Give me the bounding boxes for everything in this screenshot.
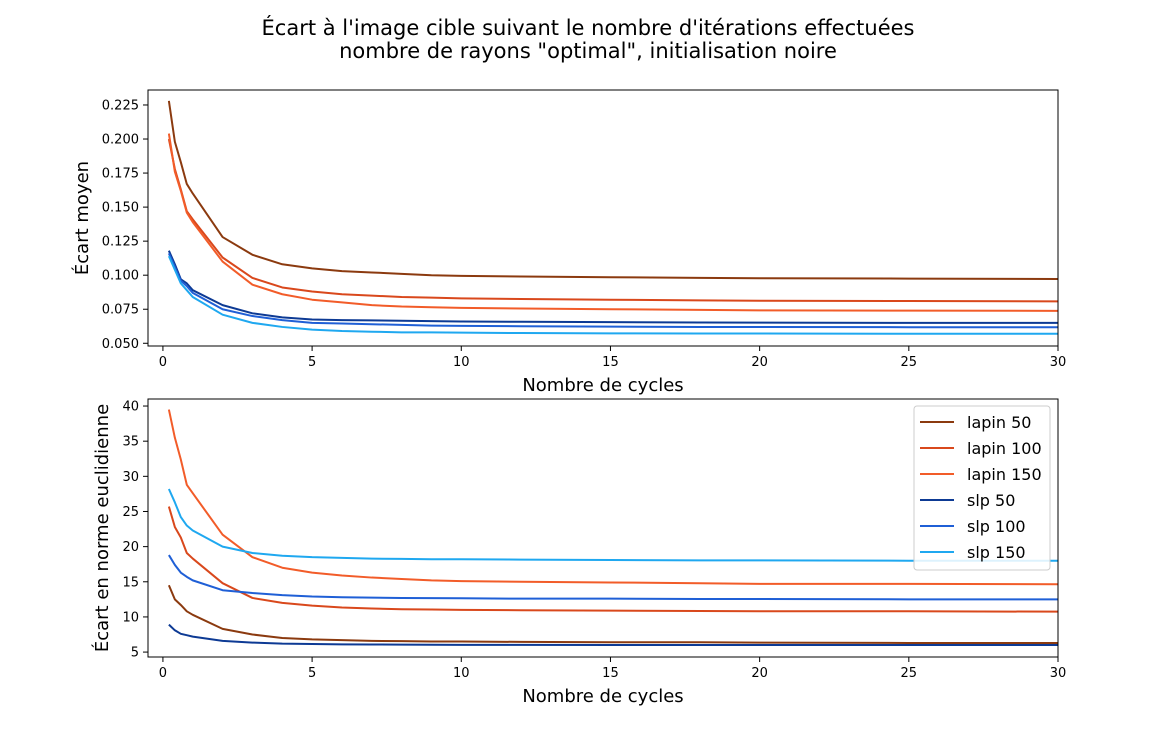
x-tick-label: 30 — [1050, 666, 1067, 681]
top-plot-average-deviation: 0 5 10 15 20 25 30 0.050 0.075 0.100 0.125 0.150 0.1… — [71, 89, 1067, 396]
legend-entry-label: slp 100 — [967, 517, 1026, 536]
series-line-slp-50 — [168, 623, 1058, 647]
y-tick-label: 20 — [122, 540, 139, 555]
x-axis-label: Nombre de cycles — [522, 375, 683, 396]
series-line-slp-50 — [167, 250, 1058, 324]
axes-frame — [147, 89, 1059, 347]
x-tick-label: 25 — [901, 666, 918, 681]
y-tick-label: 0.125 — [102, 235, 139, 250]
series-line-slp-100 — [168, 554, 1058, 601]
y-tick-label: 25 — [122, 505, 139, 520]
legend-entry-label: lapin 50 — [967, 413, 1031, 432]
x-tick-label: 20 — [751, 355, 768, 370]
series-line-lapin-100 — [167, 506, 1059, 613]
x-tick-label: 30 — [1050, 355, 1067, 370]
series-line-lapin-50 — [167, 100, 1059, 280]
x-axis-label: Nombre de cycles — [522, 686, 683, 707]
x-tick-label: 0 — [159, 355, 167, 370]
y-tick-label: 0.075 — [102, 303, 139, 318]
series-line-slp-150 — [167, 255, 1058, 335]
y-tick-label: 0.200 — [102, 133, 139, 148]
series-line-lapin-150 — [167, 133, 1059, 312]
x-tick-label: 5 — [308, 666, 316, 681]
legend-entry-label: slp 150 — [967, 543, 1026, 562]
y-tick-label: 0.175 — [102, 167, 139, 182]
bottom-plot-euclidean-deviation: 0 5 10 15 20 25 30 5 10 15 20 25 30 35 40 Nombre de cyc… — [91, 398, 1067, 707]
legend-entry-label: lapin 100 — [967, 439, 1042, 458]
x-tick-label: 25 — [901, 355, 918, 370]
series-line-slp-100 — [167, 252, 1058, 329]
x-tick-label: 15 — [602, 355, 619, 370]
y-tick-label: 5 — [131, 646, 139, 661]
y-tick-label: 30 — [122, 470, 139, 485]
x-tick-label: 10 — [453, 666, 470, 681]
y-tick-label: 0.225 — [102, 98, 139, 113]
figure-title-line-1: Écart à l'image cible suivant le nombre … — [262, 15, 915, 40]
y-tick-label: 0.100 — [102, 269, 139, 284]
x-tick-label: 5 — [308, 355, 316, 370]
y-tick-label: 0.150 — [102, 201, 139, 216]
x-tick-label: 0 — [159, 666, 167, 681]
figure-title-line-2: nombre de rayons "optimal", initialisati… — [339, 39, 837, 63]
y-axis-label: Écart en norme euclidienne — [91, 404, 113, 652]
y-axis-label: Écart moyen — [71, 161, 93, 275]
legend-entry-label: slp 50 — [967, 491, 1015, 510]
x-tick-label: 10 — [453, 355, 470, 370]
y-tick-label: 40 — [122, 400, 139, 415]
series-line-lapin-50 — [167, 584, 1058, 644]
x-tick-label: 20 — [751, 666, 768, 681]
y-tick-label: 10 — [122, 610, 139, 625]
series-line-lapin-150 — [167, 409, 1059, 586]
axes-frame — [147, 398, 1059, 658]
legend-entry-label: lapin 150 — [967, 465, 1042, 484]
y-tick-label: 0.050 — [102, 337, 139, 352]
y-tick-label: 15 — [122, 575, 139, 590]
x-tick-label: 15 — [602, 666, 619, 681]
y-tick-label: 35 — [122, 435, 139, 450]
legend: lapin 50 lapin 100 lapin 150 slp 50 slp 100 s… — [913, 405, 1051, 571]
series-line-slp-150 — [167, 488, 1058, 562]
